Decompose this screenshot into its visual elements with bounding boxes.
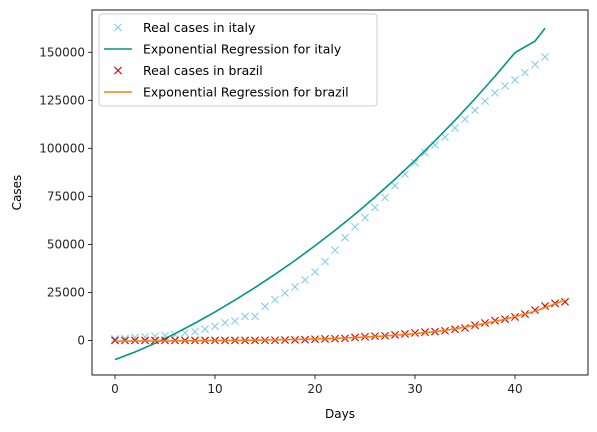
ticks-layer: 0 10 20 30 40 0 25000 50000 75000 100000 125000 150… [39, 45, 522, 396]
series-3 [114, 299, 566, 342]
legend-label: Real cases in brazil [143, 63, 263, 78]
data-point [141, 332, 149, 341]
plot-frame [91, 9, 589, 376]
data-point [471, 106, 479, 115]
y-tick-label: 125000 [39, 93, 85, 107]
series-line [114, 27, 546, 361]
data-point [321, 257, 329, 266]
legend-marker-swatch [114, 66, 122, 75]
series-1 [114, 27, 546, 361]
data-point [221, 318, 229, 327]
x-axis-label: Days [325, 407, 355, 421]
data-point [361, 213, 369, 222]
data-point [191, 327, 199, 336]
legend: Real cases in italy Exponential Regressio… [98, 13, 378, 107]
legend-item: Real cases in brazil [114, 63, 263, 78]
data-point [251, 312, 259, 321]
legend-items: Real cases in italy Exponential Regressio… [104, 20, 349, 100]
data-point [311, 267, 319, 276]
y-tick-label: 25000 [47, 286, 85, 300]
x-tick-label: 0 [111, 382, 119, 396]
data-point [231, 317, 239, 326]
legend-label: Exponential Regression for brazil [143, 85, 349, 100]
series-layer [111, 27, 569, 361]
legend-label: Exponential Regression for italy [143, 42, 342, 57]
data-point [541, 52, 549, 61]
data-point [421, 148, 429, 157]
data-point [561, 297, 569, 306]
data-point [371, 203, 379, 212]
x-tick-label: 10 [207, 382, 222, 396]
y-tick-label: 75000 [47, 190, 85, 204]
x-tick-label: 40 [507, 382, 522, 396]
data-point [351, 222, 359, 231]
legend-label: Real cases in italy [143, 20, 256, 35]
legend-item: Real cases in italy [114, 20, 256, 35]
legend-item: Exponential Regression for italy [104, 42, 342, 57]
legend-item: Exponential Regression for brazil [104, 85, 349, 100]
data-point [341, 233, 349, 242]
legend-box [98, 13, 378, 107]
data-point [451, 123, 459, 132]
data-point [281, 288, 289, 297]
data-point [491, 88, 499, 97]
data-point [381, 193, 389, 202]
data-point [211, 322, 219, 331]
data-point [201, 325, 209, 334]
data-point [531, 60, 539, 69]
data-point [501, 81, 509, 90]
legend-marker-swatch [114, 23, 122, 32]
data-point [331, 246, 339, 255]
data-point [131, 333, 139, 342]
y-tick-label: 100000 [39, 142, 85, 156]
x-tick-label: 20 [307, 382, 322, 396]
data-point [461, 115, 469, 124]
data-point [441, 133, 449, 142]
data-point [271, 295, 279, 304]
data-point [291, 282, 299, 291]
y-axis-label: Cases [10, 175, 24, 211]
series-line [114, 299, 566, 342]
series-0 [111, 52, 549, 343]
data-point [261, 302, 269, 311]
y-tick-label: 0 [77, 334, 85, 348]
y-tick-label: 150000 [39, 45, 85, 59]
data-point [241, 312, 249, 321]
data-point [461, 323, 469, 332]
y-tick-label: 50000 [47, 238, 85, 252]
data-point [411, 158, 419, 167]
data-point [391, 181, 399, 190]
data-point [481, 97, 489, 106]
data-point [301, 275, 309, 284]
data-point [511, 75, 519, 84]
data-point [521, 68, 529, 77]
x-tick-label: 30 [407, 382, 422, 396]
